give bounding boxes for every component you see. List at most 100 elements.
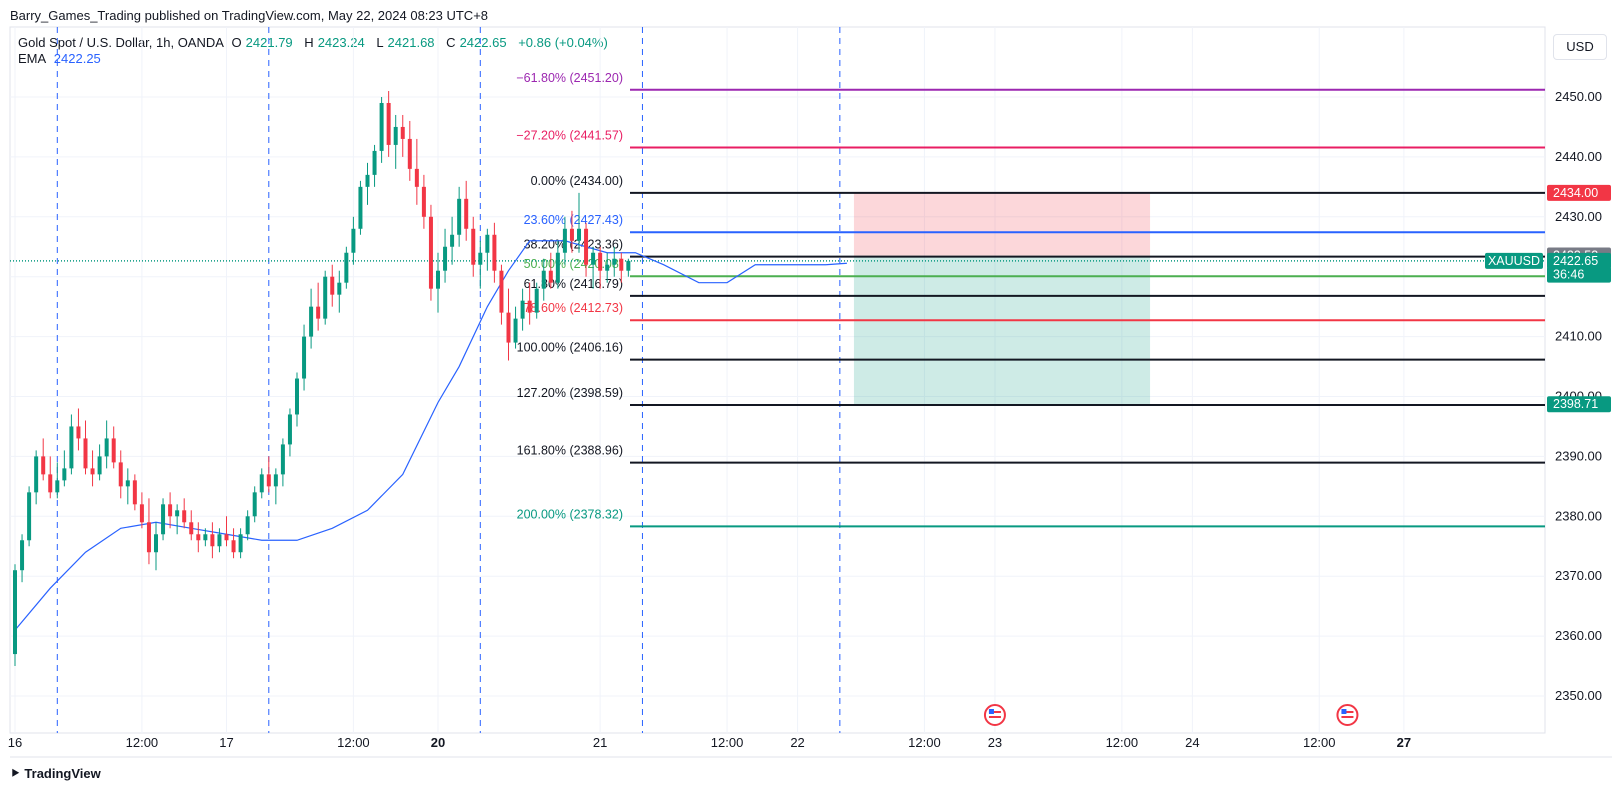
candle-body (428, 216, 433, 289)
candle-body (161, 504, 166, 535)
fib-level-label: 161.80% (2388.96) (517, 444, 623, 458)
ohlc-high: H 2423.24 (304, 35, 368, 50)
ohlc-close: C 2422.65 (446, 35, 510, 50)
candle-body (203, 534, 208, 541)
candle-body (175, 510, 180, 517)
x-tick-label: 12:00 (337, 735, 370, 750)
ema-polyline (14, 240, 847, 631)
candle-body (27, 492, 32, 541)
candle-body (555, 252, 560, 283)
ema-row: EMA 2422.25 (18, 51, 612, 67)
candle-body (125, 480, 130, 487)
x-tick-label: 12:00 (126, 735, 159, 750)
candle-body (309, 306, 314, 337)
fib-level-label: 61.80% (2416.79) (524, 277, 623, 291)
fibonacci-levels: −61.80% (2451.20) −27.20% (2441.57) 0.00% … (10, 71, 1545, 528)
price-axis-label-bg (1547, 252, 1611, 269)
candle-body (584, 228, 589, 265)
fib-level-label: −61.80% (2451.20) (516, 71, 623, 85)
x-tick-label: 27 (1397, 735, 1411, 750)
open-value: 2421.79 (245, 35, 293, 50)
close-value: 2422.65 (459, 35, 507, 50)
candle-body (189, 522, 194, 535)
x-tick-label: 12:00 (1303, 735, 1336, 750)
candle-body (48, 474, 53, 493)
footer-brand: ⯈ TradingView (10, 766, 101, 782)
candle-body (386, 102, 391, 145)
candle-body (273, 474, 278, 487)
candle-body (41, 456, 46, 475)
candle-body (569, 228, 574, 241)
ema-line (14, 240, 847, 631)
us-flag-icon (983, 704, 1006, 726)
candle-body (316, 306, 321, 319)
candle-body (266, 474, 271, 487)
x-tick-label: 17 (219, 735, 233, 750)
candle-body (407, 138, 412, 169)
fib-level-label: 127.20% (2398.59) (517, 386, 623, 400)
candle-body (55, 480, 60, 493)
candle-body (259, 474, 264, 493)
y-tick-label: 2350.00 (1555, 688, 1602, 703)
price-axis-label: 36:46 (1553, 268, 1584, 282)
candle-body (464, 198, 469, 229)
x-tick-label: 12:00 (711, 735, 744, 750)
y-tick-label: 2420.00 (1555, 269, 1602, 284)
x-tick-label: 24 (1185, 735, 1199, 750)
x-tick-label: 21 (593, 735, 607, 750)
candle-body (478, 252, 483, 265)
candle-body (245, 516, 250, 535)
candle-body (13, 570, 17, 655)
candle-body (118, 462, 123, 487)
x-tick-label: 22 (790, 735, 804, 750)
price-axis-label-bg (1547, 184, 1611, 201)
candle-body (323, 276, 328, 319)
candle-body (414, 168, 419, 187)
candles (13, 91, 631, 667)
candle-body (111, 438, 116, 463)
candle-body (612, 258, 617, 265)
position-zones (853, 192, 1151, 405)
high-label: H (304, 35, 314, 50)
flag-stripe (988, 716, 1001, 718)
y-tick-label: 2440.00 (1555, 149, 1602, 164)
x-tick-label: 23 (988, 735, 1002, 750)
flag-stripe (1341, 716, 1354, 718)
y-tick-label: 2380.00 (1555, 508, 1602, 523)
candle-body (154, 534, 158, 553)
event-markers (983, 704, 1359, 726)
candle-body (379, 102, 384, 151)
price-axis-label: 2434.00 (1553, 186, 1598, 200)
candle-body (146, 522, 151, 553)
candle-body (287, 414, 292, 445)
price-axis-label: 2398.71 (1553, 397, 1598, 411)
x-tick-label: 12:00 (908, 735, 941, 750)
fib-level-label: 0.00% (2434.00) (531, 174, 623, 188)
symbol-name[interactable]: Gold Spot / U.S. Dollar, 1h, OANDA (18, 35, 224, 50)
grid (9, 26, 1612, 758)
fib-level-label: 78.60% (2412.73) (524, 301, 623, 315)
candle-body (541, 270, 546, 289)
candle-body (513, 318, 518, 343)
candle-body (591, 252, 596, 265)
fib-level-label: 38.20% (2423.36) (524, 238, 623, 252)
currency-button[interactable]: USD (1553, 34, 1607, 60)
candle-body (252, 492, 257, 517)
candle-body (351, 228, 356, 253)
candle-body (139, 504, 144, 523)
fib-level-label: 200.00% (2378.32) (517, 507, 623, 521)
tradingview-logo-icon: ⯈ (10, 766, 21, 781)
candle-body (358, 186, 363, 229)
ema-label[interactable]: EMA (18, 51, 47, 66)
candle-body (280, 444, 285, 475)
candle-body (168, 504, 173, 517)
candle-body (104, 438, 109, 457)
candle-body (97, 456, 102, 475)
flag-stripe (1341, 711, 1354, 713)
candle-body (224, 534, 229, 541)
candle-body (62, 468, 67, 481)
fib-level-label: 50.00% (2420.08) (524, 257, 623, 271)
candle-body (20, 540, 25, 571)
